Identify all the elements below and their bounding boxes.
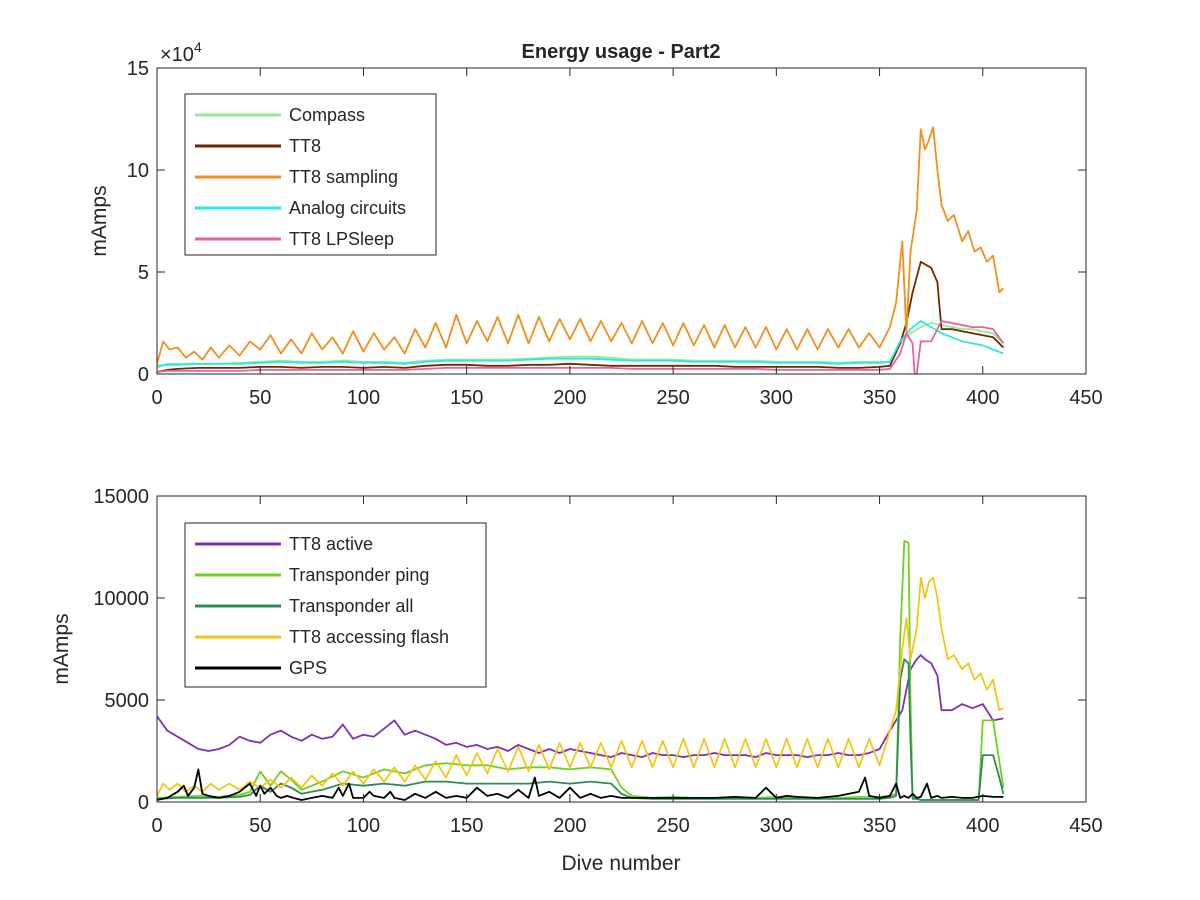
top-series-group: [157, 126, 1005, 374]
top-x-tick-label-4: 200: [553, 387, 586, 409]
bottom-series-group: [157, 540, 1005, 801]
top-series-line-1: [157, 260, 1005, 373]
top-x-tick-label-2: 100: [347, 387, 380, 409]
bottom-legend-label-3: TT8 accessing flash: [289, 627, 449, 647]
top-x-tick-label-1: 50: [249, 387, 271, 409]
bottom-x-tick-label-8: 400: [966, 815, 999, 837]
top-legend-label-0: Compass: [289, 105, 365, 125]
bottom-series-line-2: [157, 658, 1005, 801]
bottom-x-tick-label-3: 150: [450, 815, 483, 837]
top-x-tick-label-0: 0: [151, 387, 162, 409]
top-panel: Energy usage - Part2 0 50 100 150 200 250 300 3…: [88, 39, 1103, 409]
bottom-series-line-3: [157, 576, 1004, 797]
bottom-y-axis-label: mAmps: [50, 613, 73, 684]
bottom-legend-label-4: GPS: [289, 658, 327, 678]
bottom-legend-label-2: Transponder all: [289, 596, 413, 616]
bottom-x-tick-label-6: 300: [760, 815, 793, 837]
top-y-tick-label-3: 15: [127, 58, 149, 80]
top-y-exponent: ×104: [160, 39, 202, 66]
bottom-legend-label-1: Transponder ping: [289, 565, 429, 585]
top-y-tick-label-0: 0: [138, 364, 149, 386]
top-legend-label-4: TT8 LPSleep: [289, 229, 394, 249]
bottom-series-line-4: [157, 768, 1004, 801]
bottom-legend: TT8 active Transponder ping Transponder al…: [184, 522, 487, 688]
top-series-line-4: [157, 320, 1005, 374]
bottom-x-tick-label-4: 200: [553, 815, 586, 837]
top-legend: Compass TT8 TT8 sampling Analog circuits TT8…: [184, 93, 437, 256]
bottom-axes-box: [156, 495, 1087, 803]
bottom-x-tick-label-1: 50: [249, 815, 271, 837]
bottom-y-tick-label-2: 10000: [93, 588, 149, 610]
top-y-tick-label-1: 5: [138, 262, 149, 284]
top-x-tick-label-3: 150: [450, 387, 483, 409]
bottom-panel: 0 50 100 150 200 250 300 350 400 450 0 5000 10000 150…: [50, 486, 1103, 875]
top-x-tick-label-6: 300: [760, 387, 793, 409]
bottom-y-tick-label-3: 15000: [93, 486, 149, 508]
top-legend-label-3: Analog circuits: [289, 198, 406, 218]
top-axes-box: [156, 67, 1087, 375]
top-y-axis-label: mAmps: [88, 185, 111, 256]
chart-title: Energy usage - Part2: [522, 41, 721, 63]
bottom-x-tick-label-5: 250: [656, 815, 689, 837]
top-series-line-0: [157, 322, 1005, 369]
x-axis-label: Dive number: [561, 852, 680, 875]
top-tick-group: 0 50 100 150 200 250 300 350 400 450 0 5 10 15: [127, 58, 1103, 409]
bottom-y-tick-label-1: 5000: [105, 690, 150, 712]
bottom-tick-group: 0 50 100 150 200 250 300 350 400 450 0 5000 10000 150…: [93, 486, 1102, 837]
top-x-tick-label-5: 250: [656, 387, 689, 409]
top-y-tick-label-2: 10: [127, 160, 149, 182]
top-legend-label-1: TT8: [289, 136, 321, 156]
bottom-x-tick-label-9: 450: [1069, 815, 1102, 837]
top-x-tick-label-8: 400: [966, 387, 999, 409]
top-x-tick-label-9: 450: [1069, 387, 1102, 409]
bottom-legend-label-0: TT8 active: [289, 534, 373, 554]
top-series-line-2: [157, 126, 1005, 365]
top-x-tick-label-7: 350: [863, 387, 896, 409]
bottom-x-tick-label-2: 100: [347, 815, 380, 837]
bottom-x-tick-label-7: 350: [863, 815, 896, 837]
top-series-line-3: [157, 320, 1004, 367]
top-legend-box: [184, 93, 437, 256]
bottom-x-tick-label-0: 0: [151, 815, 162, 837]
bottom-y-tick-label-0: 0: [138, 792, 149, 814]
top-legend-label-2: TT8 sampling: [289, 167, 398, 187]
